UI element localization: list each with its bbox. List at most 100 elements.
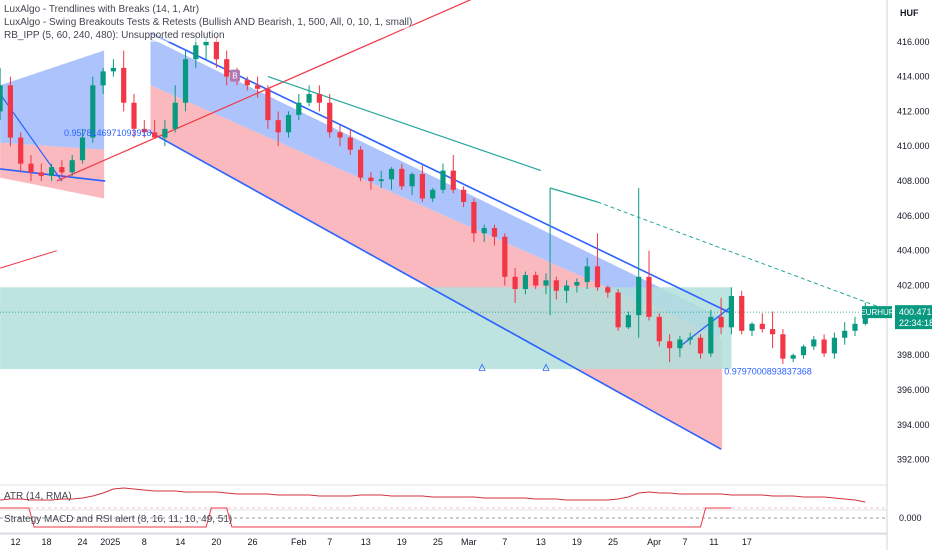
candle[interactable] — [409, 172, 415, 195]
candle[interactable] — [481, 224, 487, 242]
indicator-legend-rb-ipp[interactable]: RB_IPP (5, 60, 240, 480): Unsupported re… — [4, 30, 225, 42]
candle-body — [358, 149, 364, 178]
candle[interactable] — [749, 322, 755, 337]
candle[interactable] — [316, 85, 322, 112]
candle[interactable] — [90, 76, 96, 143]
candle[interactable] — [388, 167, 395, 190]
candle[interactable] — [770, 311, 776, 349]
candle[interactable] — [522, 271, 528, 295]
candle[interactable] — [471, 198, 477, 242]
candle[interactable] — [182, 50, 189, 112]
candle[interactable] — [564, 280, 570, 303]
candle[interactable] — [265, 85, 271, 129]
indicator-legend-atr[interactable]: ATR (14, RMA) — [4, 491, 72, 502]
candle[interactable] — [296, 94, 302, 121]
candle[interactable] — [172, 85, 178, 133]
candle[interactable] — [543, 273, 549, 295]
candle[interactable] — [780, 329, 786, 364]
candle[interactable] — [636, 188, 642, 338]
candle[interactable] — [419, 165, 425, 202]
candle[interactable] — [368, 172, 374, 190]
candle[interactable] — [852, 316, 858, 337]
candle[interactable] — [615, 289, 621, 331]
candle[interactable] — [605, 285, 611, 298]
candle[interactable] — [378, 170, 384, 189]
candle[interactable] — [821, 334, 827, 357]
candle[interactable] — [461, 186, 467, 208]
candle[interactable] — [708, 309, 714, 357]
indicator-legend-swing-breakouts[interactable]: LuxAlgo - Swing Breakouts Tests & Retest… — [4, 17, 413, 29]
candle[interactable] — [141, 120, 147, 138]
candle[interactable] — [553, 276, 559, 300]
candle[interactable] — [7, 76, 13, 147]
indicator-legend-macd-rsi[interactable]: Strategy MACD and RSI alert (8, 16, 11, … — [4, 514, 233, 525]
indicator-legend-trendlines[interactable]: LuxAlgo - Trendlines with Breaks (14, 1,… — [4, 4, 200, 16]
candle[interactable] — [594, 233, 601, 291]
candle[interactable] — [100, 67, 106, 95]
candle[interactable] — [656, 313, 662, 347]
candle[interactable] — [800, 344, 807, 359]
price-axis[interactable]: 416.000 414.000 412.000 410.000 408.000 406.0… — [860, 0, 932, 550]
candle[interactable] — [842, 322, 848, 345]
candle[interactable] — [646, 250, 652, 321]
currency-label[interactable]: HUF — [900, 8, 919, 18]
candle[interactable] — [131, 94, 137, 138]
candle[interactable] — [502, 233, 508, 286]
candle[interactable] — [512, 268, 518, 303]
candle[interactable] — [285, 111, 292, 138]
candle[interactable] — [450, 154, 456, 194]
candle[interactable] — [759, 313, 765, 333]
candle[interactable] — [110, 59, 116, 77]
candle[interactable] — [79, 128, 86, 164]
candle[interactable] — [306, 85, 312, 107]
candle[interactable] — [337, 125, 343, 147]
candle[interactable] — [327, 94, 333, 138]
candle[interactable] — [533, 271, 539, 290]
time-axis[interactable]: 12 18 24 2025 8 14 20 26 Feb 7 13 19 25 Mar 7 13 19 25 Apr… — [0, 533, 887, 547]
teal-projection-solid — [549, 187, 598, 203]
candle[interactable] — [574, 278, 580, 293]
candle[interactable] — [625, 311, 631, 330]
candle-body — [49, 167, 55, 176]
candle[interactable] — [811, 336, 817, 350]
candle[interactable] — [584, 257, 590, 290]
candle[interactable] — [491, 224, 498, 246]
candle[interactable] — [38, 163, 44, 182]
countdown-label: 22:34:18 — [899, 318, 932, 328]
price-tick-label: 408.000 — [897, 176, 930, 186]
candle[interactable] — [0, 67, 3, 121]
candle-body — [162, 128, 168, 138]
candle[interactable] — [59, 160, 65, 178]
candle[interactable] — [358, 146, 364, 182]
candle[interactable] — [739, 290, 745, 335]
candle[interactable] — [728, 287, 734, 335]
candle-body — [419, 174, 425, 199]
candle[interactable] — [255, 76, 261, 98]
candle[interactable] — [697, 334, 704, 359]
candle[interactable] — [121, 50, 127, 112]
candles[interactable] — [0, 33, 868, 364]
candle[interactable] — [152, 120, 158, 138]
candle[interactable] — [790, 353, 796, 363]
candle[interactable] — [162, 120, 168, 147]
candle[interactable] — [667, 334, 673, 363]
candle[interactable] — [28, 154, 34, 182]
candle[interactable] — [347, 128, 353, 155]
candle[interactable] — [831, 332, 837, 359]
candle-body — [316, 94, 322, 103]
b-marker-icon[interactable] — [229, 69, 240, 82]
candle[interactable] — [244, 76, 250, 91]
candle[interactable] — [18, 132, 24, 173]
candle[interactable] — [224, 50, 230, 86]
candle[interactable] — [718, 297, 724, 335]
candle[interactable] — [275, 111, 281, 147]
candle[interactable] — [69, 154, 75, 176]
candle[interactable] — [430, 188, 436, 202]
candle[interactable] — [399, 163, 405, 190]
candle[interactable] — [49, 163, 55, 182]
candle[interactable] — [687, 332, 693, 345]
candle[interactable] — [677, 336, 683, 357]
time-tick-label: 13 — [536, 537, 546, 547]
candle[interactable] — [440, 163, 446, 194]
